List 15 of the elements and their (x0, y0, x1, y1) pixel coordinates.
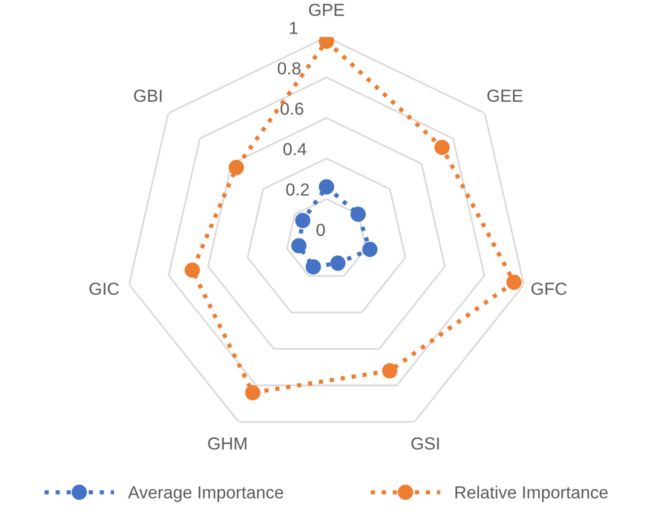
y-tick-label: 0.8 (278, 62, 300, 74)
spoke-label: GIC (90, 282, 119, 295)
y-tick-label: 0.2 (286, 183, 309, 196)
y-tick-label: 0.4 (283, 142, 306, 156)
legend-label: Relative Importance (455, 486, 608, 502)
spoke-label: GHM (208, 437, 246, 450)
y-tick-label: 1 (290, 22, 298, 34)
spoke-label: GEE (487, 90, 522, 102)
y-tick-label: 0.6 (280, 102, 304, 115)
spoke-label: GBI (134, 90, 162, 102)
legend-label: Average Importance (128, 486, 284, 502)
y-tick-label: 0 (316, 224, 325, 236)
spoke-label: GPE (309, 4, 344, 16)
spoke-label: GSI (411, 437, 439, 450)
spoke-label: GFC (531, 282, 567, 295)
